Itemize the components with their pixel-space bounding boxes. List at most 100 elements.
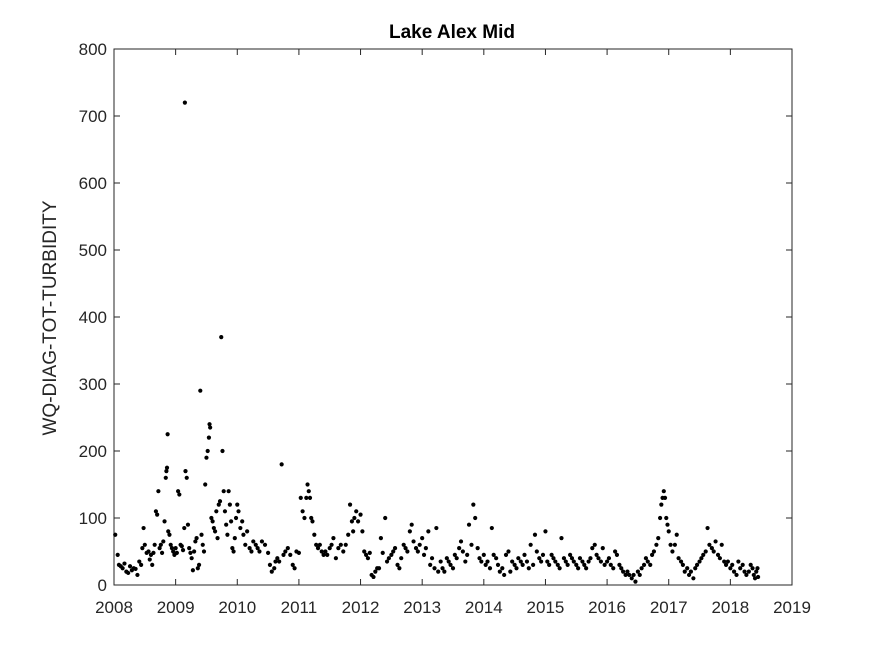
data-point <box>378 536 383 541</box>
data-point <box>473 515 478 521</box>
data-point <box>269 569 274 574</box>
data-point <box>728 566 733 571</box>
data-point <box>182 525 187 531</box>
data-point <box>751 572 756 578</box>
data-point <box>577 556 583 561</box>
y-tick-label: 700 <box>79 107 107 126</box>
x-axis: 2008 2009 2010 2011 2012 2013 2014 2015 2016 2017… <box>95 49 811 617</box>
data-point <box>512 562 517 568</box>
data-point <box>549 552 554 557</box>
data-point <box>232 536 237 541</box>
x-tick-label: 2012 <box>342 598 380 617</box>
data-point <box>754 569 759 574</box>
data-point <box>249 549 254 554</box>
data-point <box>590 546 595 551</box>
data-point <box>217 499 223 504</box>
data-point <box>226 489 231 494</box>
data-point <box>179 544 184 549</box>
data-point <box>399 556 404 561</box>
data-point <box>699 556 704 561</box>
data-point <box>272 566 277 571</box>
data-point <box>203 482 208 487</box>
data-point <box>428 562 433 568</box>
data-point <box>676 556 681 561</box>
data-point <box>705 525 710 531</box>
y-tick-label: 0 <box>98 576 107 595</box>
data-point <box>158 542 163 547</box>
data-point <box>678 559 684 564</box>
data-point <box>215 536 220 541</box>
data-point <box>537 556 542 561</box>
data-point <box>633 579 638 584</box>
data-point <box>351 529 356 534</box>
data-point <box>715 552 721 557</box>
data-point <box>666 529 671 534</box>
data-point <box>635 569 641 574</box>
data-point <box>415 549 420 554</box>
data-point <box>602 562 607 568</box>
data-point <box>373 569 378 574</box>
data-point <box>746 569 751 574</box>
data-point <box>576 566 581 571</box>
data-point <box>127 564 133 569</box>
data-point <box>273 559 278 564</box>
data-point <box>691 576 696 581</box>
data-point <box>206 435 212 440</box>
data-point <box>386 556 391 561</box>
data-point <box>471 502 476 507</box>
data-point <box>115 552 120 557</box>
x-tick-label: 2013 <box>403 598 441 617</box>
data-point <box>565 562 570 568</box>
data-point <box>532 532 538 537</box>
data-point <box>508 569 513 574</box>
data-point <box>458 539 464 544</box>
data-point <box>235 502 240 507</box>
data-point <box>209 515 214 521</box>
data-point <box>221 489 226 494</box>
data-point <box>245 529 250 534</box>
data-point <box>189 556 194 561</box>
data-point <box>697 559 702 564</box>
data-point <box>405 549 410 554</box>
data-point <box>347 502 353 507</box>
data-point <box>169 546 175 551</box>
data-point <box>421 552 427 557</box>
data-point <box>608 562 613 568</box>
data-point <box>133 566 138 572</box>
data-point <box>262 542 268 547</box>
data-point <box>539 559 544 564</box>
y-tick-label: 800 <box>79 40 107 59</box>
data-point <box>665 522 670 527</box>
data-point <box>531 562 536 568</box>
data-point <box>168 542 173 547</box>
y-tick-label: 100 <box>79 509 107 528</box>
data-point <box>146 549 151 554</box>
data-point <box>725 559 730 564</box>
data-point <box>161 539 166 544</box>
data-point <box>259 539 265 544</box>
data-point <box>363 552 369 557</box>
data-point <box>518 559 523 564</box>
data-point <box>188 550 193 555</box>
data-point <box>614 552 620 557</box>
data-point <box>738 566 743 571</box>
data-point <box>192 549 197 554</box>
data-point <box>312 532 317 537</box>
data-point <box>290 562 295 568</box>
data-point <box>180 548 186 553</box>
data-point <box>309 515 314 521</box>
data-point <box>163 475 168 480</box>
data-point <box>413 546 419 551</box>
data-point <box>734 572 739 578</box>
data-point <box>392 546 398 551</box>
data-point <box>495 562 501 568</box>
data-point <box>362 549 367 554</box>
data-point <box>113 532 118 537</box>
data-point <box>742 569 747 574</box>
x-tick-label: 2009 <box>157 598 195 617</box>
data-point <box>171 549 176 554</box>
data-point <box>755 566 760 571</box>
data-point <box>450 566 456 571</box>
data-point <box>174 550 179 555</box>
data-point <box>627 572 632 578</box>
